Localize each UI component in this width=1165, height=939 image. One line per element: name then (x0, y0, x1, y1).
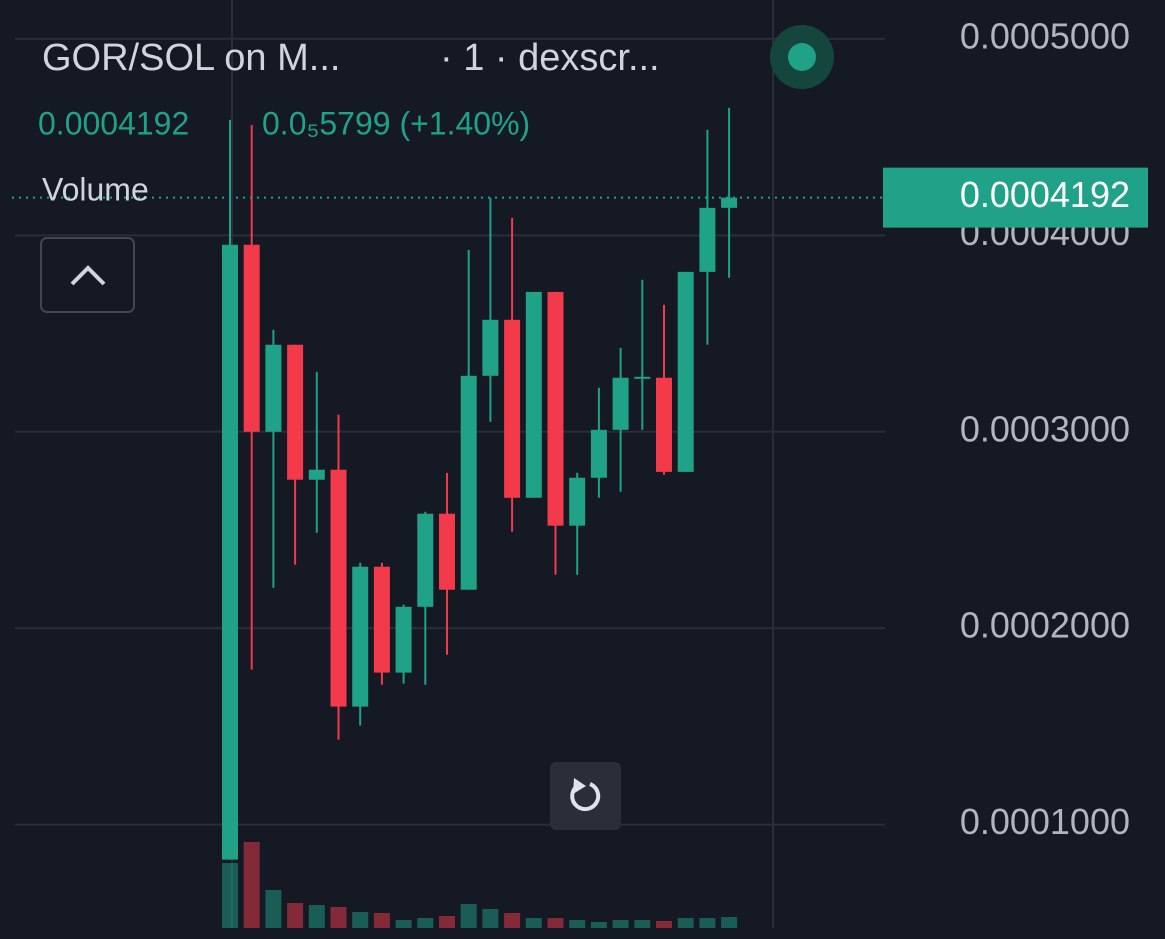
volume-bar (504, 913, 521, 928)
candle-body (373, 566, 390, 673)
candle-body (569, 477, 586, 526)
reset-icon (570, 782, 601, 812)
volume-bar (569, 920, 586, 928)
interval: · 1 · dexscr... (440, 37, 660, 79)
candle-body (721, 197, 738, 208)
candle-body (265, 344, 282, 432)
y-tick-label: 0.0002000 (960, 605, 1130, 646)
reset-arrow (573, 778, 586, 794)
collapse-button[interactable] (40, 237, 135, 313)
volume-bar (699, 918, 716, 928)
volume-bar (373, 913, 390, 928)
candle-body (460, 375, 477, 590)
volume-bar (460, 904, 477, 928)
change: 0.0₅5799 (+1.40%) (262, 105, 530, 141)
chart-title: GOR/SOL on M... (42, 37, 340, 79)
volume-bar (287, 903, 304, 928)
candle-body (287, 344, 304, 480)
volume-bar (482, 909, 499, 928)
reset-button[interactable] (550, 762, 621, 830)
y-tick-label: 0.0005000 (960, 15, 1130, 56)
y-tick-label: 0.0003000 (960, 408, 1130, 449)
candle-body (634, 376, 651, 379)
candle-body (699, 207, 716, 272)
candle-body (612, 377, 629, 430)
volume-bar (308, 905, 325, 928)
candle-body (547, 291, 564, 526)
volume-bar (395, 920, 412, 928)
volume-bar (243, 842, 260, 928)
candle-body (482, 319, 499, 376)
candle-body (395, 606, 412, 673)
volume-bar (677, 918, 694, 928)
volume-bar (417, 918, 434, 928)
collapse-icon (70, 265, 106, 286)
volume-bar (222, 863, 238, 928)
candle-body (439, 513, 455, 590)
candle-body (677, 271, 694, 472)
candle-body (330, 469, 347, 707)
volume-bar (439, 916, 455, 928)
status-dot (788, 43, 816, 71)
volume-bar (547, 918, 564, 928)
volume-bar (352, 912, 369, 928)
candle-body (656, 377, 672, 472)
last-price-label: 0.0004192 (960, 174, 1130, 215)
volume-bar (721, 917, 738, 928)
volume-bar (330, 907, 347, 928)
volume-bar (656, 921, 672, 928)
volume-bar (525, 918, 542, 928)
candle-body (417, 513, 434, 607)
candle-body (222, 244, 238, 860)
volume-label: Volume (42, 171, 149, 207)
candle-body (504, 319, 521, 498)
volume-bar (590, 922, 607, 928)
candle-body (308, 469, 325, 480)
collapse-button-box[interactable] (40, 237, 135, 313)
reset-button-box[interactable] (550, 762, 621, 830)
volume-bar (612, 920, 629, 928)
last-price-box (883, 167, 1148, 228)
volume-bar (265, 890, 282, 928)
y-tick-label: 0.0001000 (960, 801, 1130, 842)
volume-bar (634, 920, 651, 928)
price: 0.0004192 (38, 105, 189, 141)
candle-body (525, 291, 542, 498)
candle-body (243, 244, 260, 432)
candle-body (590, 429, 607, 478)
candle-body (352, 566, 369, 707)
